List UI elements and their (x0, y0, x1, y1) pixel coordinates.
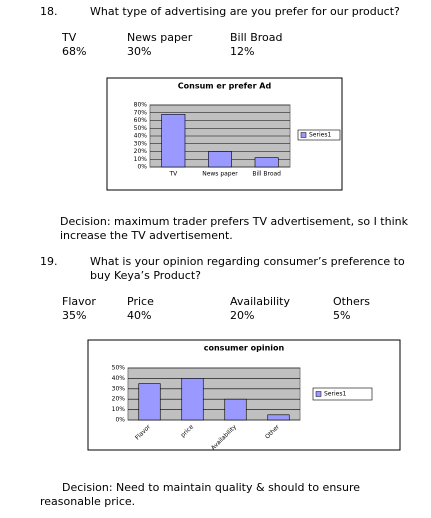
question-text: buy Keya’s Product? (90, 269, 201, 282)
bar (208, 151, 232, 168)
y-tick-label: 30% (134, 140, 148, 147)
legend-swatch (315, 391, 322, 397)
legend-label: Series1 (309, 132, 331, 139)
x-tick-label: TV (168, 171, 178, 178)
bar (224, 398, 247, 421)
y-tick-label: 40% (134, 133, 148, 140)
answer-value: 30% (127, 45, 152, 58)
y-tick-label: 0% (115, 417, 125, 424)
y-tick-label: 50% (112, 365, 126, 372)
chart-title: Consum er prefer Ad (178, 82, 272, 91)
bar (267, 414, 290, 421)
y-tick-label: 30% (112, 385, 126, 392)
decision-text: Decision: maximum trader prefers TV adve… (60, 215, 408, 228)
answer-value: 35% (62, 309, 87, 322)
bar (161, 114, 186, 168)
answer-label: News paper (127, 31, 193, 44)
y-tick-label: 40% (112, 375, 126, 382)
question-text: What type of advertising are you prefer … (90, 5, 400, 18)
legend-box (297, 129, 341, 141)
answer-value: 20% (230, 309, 255, 322)
decision-text: Decision: Need to maintain quality & sho… (62, 481, 361, 494)
y-tick-label: 70% (134, 109, 148, 116)
y-tick-label: 10% (112, 406, 126, 413)
y-tick-label: 20% (134, 148, 148, 155)
answer-label: Price (127, 295, 154, 308)
legend-swatch (300, 132, 307, 138)
legend-box (312, 387, 373, 401)
answer-value: 40% (127, 309, 152, 322)
y-tick-label: 10% (134, 156, 148, 163)
bar (254, 157, 279, 168)
question-text: What is your opinion regarding consumer’… (90, 255, 405, 268)
answer-label: TV (62, 31, 77, 44)
answer-value: 12% (230, 45, 255, 58)
legend-label: Series1 (324, 391, 346, 398)
y-tick-label: 20% (112, 396, 126, 403)
x-tick-label: News paper (202, 171, 238, 178)
question-number: 18. (40, 5, 58, 18)
y-tick-label: 0% (137, 164, 147, 171)
x-tick-label: Bill Broad (252, 171, 281, 178)
question-number: 19. (40, 255, 58, 268)
chart-title: consumer opinion (204, 344, 285, 353)
answer-value: 5% (333, 309, 351, 322)
bar (138, 383, 161, 421)
y-tick-label: 50% (134, 125, 148, 132)
answer-label: Flavor (62, 295, 96, 308)
bar (181, 378, 204, 421)
answer-label: Availability (230, 295, 290, 308)
decision-text: reasonable price. (40, 495, 136, 508)
y-tick-label: 60% (134, 117, 148, 124)
answer-label: Bill Broad (230, 31, 283, 44)
decision-text: increase the TV advertisement. (60, 229, 233, 242)
y-tick-label: 80% (134, 102, 148, 109)
answer-value: 68% (62, 45, 87, 58)
answer-label: Others (333, 295, 370, 308)
